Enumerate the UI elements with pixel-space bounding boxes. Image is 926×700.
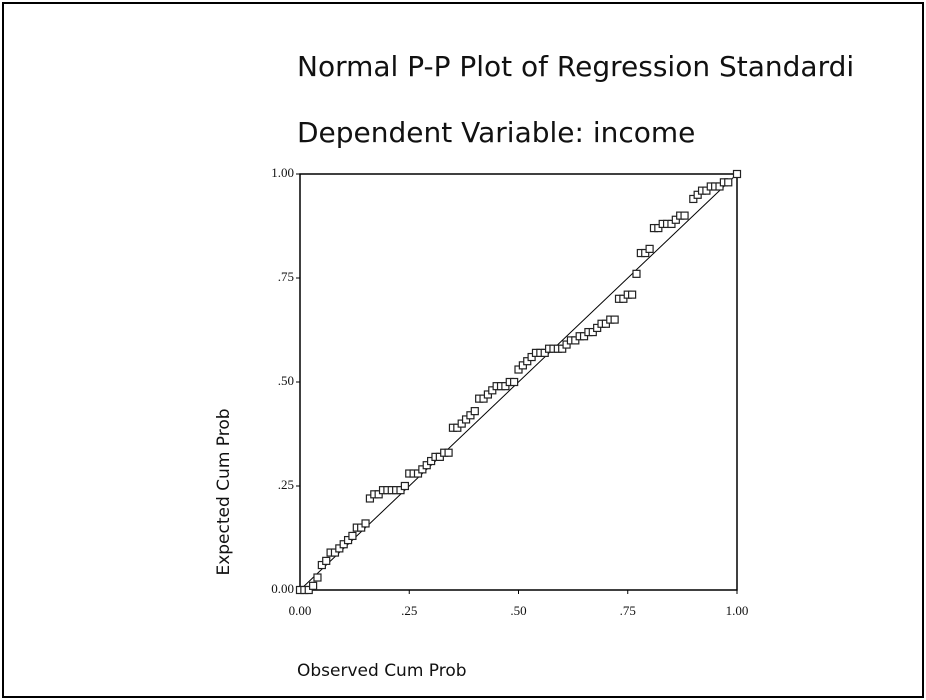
point [453,423,462,432]
y-tick-label: .25 [278,477,294,492]
point [309,581,318,590]
point [593,323,602,333]
x-tick-label: .25 [401,603,417,618]
point [601,319,611,328]
point [313,573,322,582]
point [645,244,654,253]
point [427,456,436,466]
point [418,465,427,474]
y-tick-label: 0.00 [271,581,294,596]
point [444,448,453,457]
point [518,361,527,370]
x-axis-label: Observed Cum Prob [297,661,467,681]
point [470,407,479,416]
point [628,290,637,299]
y-axis-label: Expected Cum Prob [214,408,234,575]
point [400,481,409,491]
point [514,365,523,374]
x-tick-label: .50 [510,603,526,618]
point [479,394,488,403]
point [365,494,375,503]
point [335,544,344,553]
point [361,519,370,528]
point [562,340,571,349]
point [461,415,471,424]
point [619,294,628,303]
point [339,540,348,549]
point [357,523,366,532]
point [632,269,641,278]
point [680,211,689,220]
point [374,490,383,499]
point [579,332,589,341]
point [343,535,353,545]
x-tick-label: 0.00 [289,603,312,618]
point [501,382,510,391]
point [527,352,536,362]
y-tick-label: .75 [278,269,294,284]
point [667,219,676,229]
point [732,169,742,179]
point [317,560,326,570]
point [702,186,711,195]
point [413,469,423,478]
point [641,248,650,258]
point [304,585,313,595]
y-tick-label: 1.00 [271,165,294,180]
x-tick-label: .75 [620,603,636,618]
point [523,357,532,366]
chart-title: Normal P-P Plot of Regression Standardi [297,50,854,83]
point [671,215,680,224]
point [510,377,519,387]
chart-subtitle: Dependent Variable: income [297,116,695,149]
point [322,556,331,565]
point [422,461,431,470]
point [330,548,340,557]
point [558,344,567,353]
point [715,182,724,191]
point [540,348,549,357]
point [483,390,493,399]
point [348,531,357,541]
y-tick-label: .50 [278,373,294,388]
point [396,486,405,495]
point [689,194,698,204]
point [457,419,466,428]
point [466,411,475,420]
point [654,223,663,233]
point [571,336,580,345]
point [724,178,733,187]
point [610,315,619,324]
point [435,452,444,461]
point [588,327,597,337]
point [693,190,702,199]
reference-line [299,173,738,591]
x-tick-label: 1.00 [726,603,749,618]
point [488,386,497,395]
